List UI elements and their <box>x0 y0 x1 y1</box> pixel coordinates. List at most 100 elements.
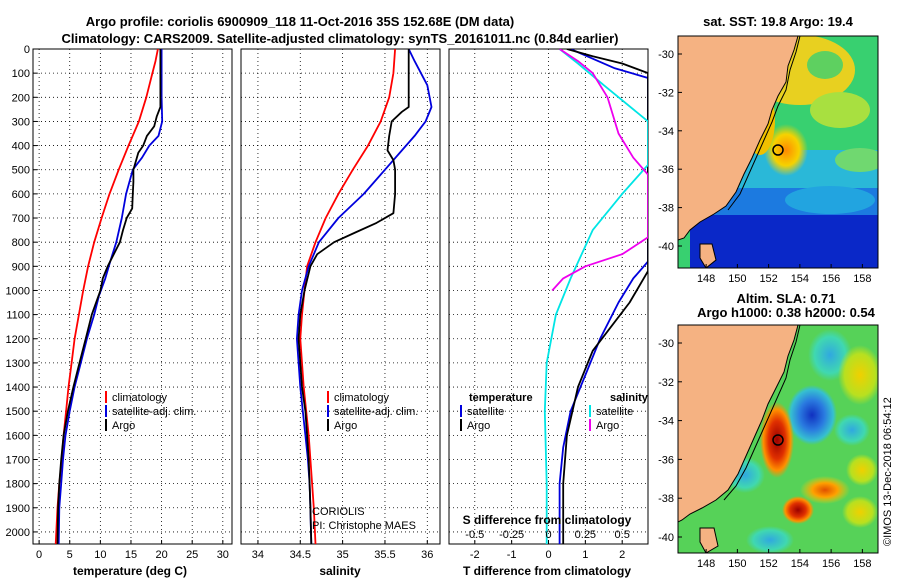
s-tick-label: 0.5 <box>615 529 630 541</box>
series-line-s-argo <box>551 49 648 292</box>
y-tick-label: 1900 <box>6 503 30 515</box>
australia-landmass <box>678 325 799 523</box>
series-line-satellite-adj-clim- <box>57 49 164 544</box>
sst-lon-ticks: 148 150 152 154 156 158 <box>697 264 872 285</box>
lon-tick-label: 152 <box>759 558 777 570</box>
y-tick-label: 0 <box>24 44 30 56</box>
salinity-xlabel: salinity <box>319 564 361 578</box>
sst-map: sat. SST: 19.8 Argo: 19.4 148 150 152 154 15… <box>658 14 879 285</box>
legend-climatology-label: climatology <box>334 392 390 404</box>
x-tick-label: 20 <box>155 549 167 561</box>
legend-t-argo-label: Argo <box>467 420 490 432</box>
x-tick-label: 1 <box>582 549 588 561</box>
temperature-axes-frame <box>32 48 233 545</box>
x-tick-label: 35 <box>336 549 348 561</box>
sst-lat-ticks: -30 -32 -34 -36 -38 -40 <box>658 49 682 253</box>
sst-warm-eddy <box>764 124 808 176</box>
legend-satellite-label: satellite-adj. clim. <box>334 406 418 418</box>
y-tick-label: 1000 <box>6 285 30 297</box>
y-tick-label: 1200 <box>6 334 30 346</box>
y-tick-label: 600 <box>12 189 30 201</box>
sst-map-frame <box>677 35 879 269</box>
temperature-xlabel: temperature (deg C) <box>73 564 187 578</box>
legend-s-satellite-label: satellite <box>596 406 633 418</box>
lon-tick-label: 158 <box>853 558 871 570</box>
y-tick-label: 100 <box>12 68 30 80</box>
x-tick-label: 0 <box>545 549 551 561</box>
temperature-panel: 0100200300400500600700800900100011001200… <box>6 44 233 578</box>
s-tick-label: 0.25 <box>575 529 596 541</box>
tasmania-landmass <box>699 243 717 268</box>
difference-gridlines <box>449 48 648 544</box>
legend-climatology-label: climatology <box>112 392 168 404</box>
series-line-satellite-adj-clim- <box>296 49 433 544</box>
argo-position-marker <box>772 434 784 446</box>
legend-salinity-header: salinity <box>610 392 649 404</box>
sla-cold-eddy <box>787 385 837 445</box>
y-tick-label: 800 <box>12 237 30 249</box>
x-tick-label: 0 <box>36 549 42 561</box>
lat-tick-label: -40 <box>658 532 674 544</box>
salinity-profiles <box>296 49 433 544</box>
t-difference-xlabel: T difference from climatology <box>463 564 631 578</box>
sst-map-title: sat. SST: 19.8 Argo: 19.4 <box>703 14 854 29</box>
difference-legend: temperature satellite Argo salinity sate… <box>460 392 649 432</box>
x-tick-label: 35.5 <box>374 549 395 561</box>
lon-tick-label: 150 <box>728 273 746 285</box>
y-tick-label: 900 <box>12 261 30 273</box>
s-tick-label: -0.5 <box>465 529 484 541</box>
y-tick-label: 2000 <box>6 527 30 539</box>
sla-map-title-line2: Argo h1000: 0.38 h2000: 0.54 <box>697 305 876 320</box>
lat-tick-label: -38 <box>658 493 674 505</box>
x-tick-label: 34.5 <box>290 549 311 561</box>
australia-landmass <box>678 36 799 241</box>
lat-tick-label: -32 <box>658 87 674 99</box>
lat-tick-label: -38 <box>658 203 674 215</box>
series-line-argo <box>56 49 162 544</box>
imos-credit: ©IMOS 13-Dec-2018 06:54:12 <box>882 397 894 546</box>
legend-t-satellite-label: satellite <box>467 406 504 418</box>
sst-isobath <box>727 36 801 211</box>
y-tick-label: 1700 <box>6 454 30 466</box>
sla-lon-ticks: 148 150 152 154 156 158 <box>697 549 872 570</box>
x-tick-label: 25 <box>186 549 198 561</box>
y-tick-label: 1600 <box>6 430 30 442</box>
legend-argo-label: Argo <box>112 420 135 432</box>
sla-isobath <box>723 325 801 501</box>
series-line-t-argo <box>562 49 648 544</box>
figure-title-line1: Argo profile: coriolis 6900909_118 11-Oc… <box>86 14 515 29</box>
depth-tick-labels: 0 100 200 300 400 500 600 700 800 900 1000 1100 1200… <box>6 44 37 539</box>
y-tick-label: 1300 <box>6 358 30 370</box>
tasmania-landmass <box>699 527 719 553</box>
salinity-axes-frame <box>240 48 441 545</box>
lat-tick-label: -30 <box>658 49 674 61</box>
difference-profiles <box>543 49 648 544</box>
temperature-profiles <box>54 49 164 544</box>
institution-label: CORIOLIS <box>312 506 365 518</box>
salinity-panel: 34 34.5 35 35.5 36 salinity climatology sate… <box>240 48 441 578</box>
y-tick-label: 700 <box>12 213 30 225</box>
lat-tick-label: -34 <box>658 126 674 138</box>
x-tick-label: 36 <box>421 549 433 561</box>
salinity-tick-labels: 34 34.5 35 35.5 36 <box>252 540 433 561</box>
series-line-climatology <box>299 49 396 544</box>
pi-label: PI: Christophe MAES <box>312 520 416 532</box>
lon-tick-label: 152 <box>759 273 777 285</box>
x-tick-label: -2 <box>470 549 480 561</box>
y-tick-label: 1400 <box>6 382 30 394</box>
temperature-legend: climatology satellite-adj. clim. Argo <box>105 391 196 432</box>
lon-tick-label: 158 <box>853 273 871 285</box>
argo-position-marker <box>772 144 784 156</box>
lon-tick-label: 148 <box>697 273 715 285</box>
sla-map-title-line1: Altim. SLA: 0.71 <box>737 291 836 306</box>
series-line-t-satellite <box>558 49 648 544</box>
x-tick-label: 10 <box>94 549 106 561</box>
salinity-gridlines <box>241 48 440 544</box>
lon-tick-label: 150 <box>728 558 746 570</box>
s-difference-tick-labels: -0.5 -0.25 0 0.25 0.5 <box>465 529 630 541</box>
sla-map: Altim. SLA: 0.71 Argo h1000: 0.38 h2000:… <box>658 291 879 570</box>
x-tick-label: 34 <box>252 549 264 561</box>
lon-tick-label: 148 <box>697 558 715 570</box>
series-line-argo <box>297 49 410 544</box>
